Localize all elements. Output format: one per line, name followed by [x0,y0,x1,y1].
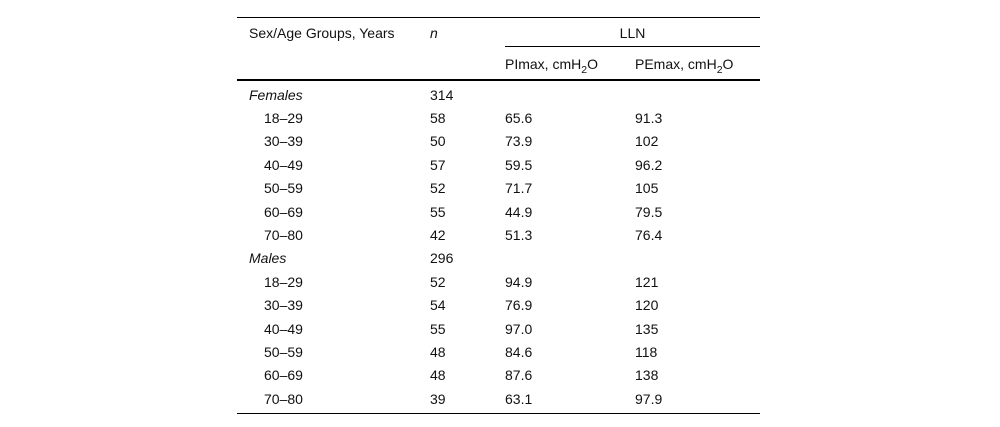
table-row: 50–59 48 84.6 118 [237,341,760,364]
cell-sex-age-group: 70–80 [264,226,303,243]
table-row: 60–69 55 44.9 79.5 [237,201,760,224]
cell-sex-age-group: 50–59 [264,180,303,197]
cell-n: 58 [430,109,446,126]
cell-n: 296 [430,250,454,267]
cell-sex-age-group: 30–39 [264,297,303,314]
cell-pimax: 44.9 [505,203,533,220]
cell-sex-age-group: 30–39 [264,133,303,150]
cell-pimax: 65.6 [505,109,533,126]
cell-pemax [635,247,760,270]
cell-n: 54 [430,297,446,314]
cell-pimax: 84.6 [505,343,533,360]
cell-pemax: 120 [635,297,659,314]
pemax-header-text: PEmax, cmH [635,55,717,72]
cell-n: 52 [430,273,446,290]
cell-n: 57 [430,156,446,173]
cell-pemax: 97.9 [635,390,663,407]
cell-pimax: 59.5 [505,156,533,173]
cell-n: 48 [430,367,446,384]
table-row: 50–59 52 71.7 105 [237,177,760,200]
cell-n: 55 [430,203,446,220]
col-header-sex-age-groups: Sex/Age Groups, Years [237,17,430,81]
table-row: Females 314 [237,80,760,107]
cell-sex-age-group: 40–49 [264,156,303,173]
table-row: 30–39 54 76.9 120 [237,294,760,317]
cell-sex-age-group: Females [249,86,303,103]
cell-sex-age-group: 40–49 [264,320,303,337]
pemax-header-suffix: O [722,55,734,72]
cell-pimax: 97.0 [505,320,533,337]
table-row: 18–29 52 94.9 121 [237,271,760,294]
cell-n: 50 [430,133,446,150]
cell-n: 52 [430,180,446,197]
pimax-header-suffix: O [587,55,598,72]
table-body: Females 314 18–29 58 65.6 91.3 30–39 50 73.9 102 4… [237,80,760,414]
table-row: 60–69 48 87.6 138 [237,364,760,387]
cell-sex-age-group: 18–29 [264,273,303,290]
cell-pemax: 102 [635,133,659,150]
cell-pemax: 105 [635,180,659,197]
cell-pemax: 91.3 [635,109,663,126]
table-row: 70–80 42 51.3 76.4 [237,224,760,247]
cell-pimax: 87.6 [505,367,533,384]
cell-pemax [635,80,760,107]
table-row: 30–39 50 73.9 102 [237,130,760,153]
cell-pimax: 73.9 [505,133,533,150]
cell-pemax: 96.2 [635,156,663,173]
cell-pimax: 71.7 [505,180,533,197]
table-header: Sex/Age Groups, Years n LLN PImax, cmH2O… [237,17,760,81]
cell-sex-age-group: 60–69 [264,367,303,384]
cell-sex-age-group: 60–69 [264,203,303,220]
cell-sex-age-group: 70–80 [264,390,303,407]
table-row: 40–49 55 97.0 135 [237,318,760,341]
cell-pimax: 94.9 [505,273,533,290]
col-header-lln-group: LLN [505,17,760,47]
header-row-sub: PImax, cmH2O PEmax, cmH2O [237,46,760,81]
cell-n: 55 [430,320,446,337]
cell-n: 48 [430,343,446,360]
cell-pimax: 76.9 [505,297,533,314]
col-header-pemax: PEmax, cmH2O [635,46,760,81]
cell-pimax [505,80,635,107]
cell-pemax: 135 [635,320,659,337]
lln-table: Sex/Age Groups, Years n LLN PImax, cmH2O… [237,17,760,415]
cell-pimax: 63.1 [505,390,533,407]
cell-sex-age-group: 50–59 [264,343,303,360]
cell-n: 42 [430,226,446,243]
cell-pemax: 79.5 [635,203,663,220]
pimax-subscript: 2 [581,63,588,76]
table-row: 70–80 39 63.1 97.9 [237,388,760,414]
cell-sex-age-group: Males [249,250,287,267]
header-row-top: Sex/Age Groups, Years n LLN [237,17,760,81]
cell-pemax: 76.4 [635,226,663,243]
pemax-subscript: 2 [716,63,723,76]
cell-n: 314 [430,86,454,103]
cell-sex-age-group: 18–29 [264,109,303,126]
cell-pimax [505,247,635,270]
pimax-header-text: PImax, cmH [505,55,582,72]
cell-pemax: 118 [635,343,658,360]
cell-n: 39 [430,390,446,407]
cell-pemax: 121 [635,273,659,290]
cell-pimax: 51.3 [505,226,533,243]
table-row: 18–29 58 65.6 91.3 [237,107,760,130]
table-row: 40–49 57 59.5 96.2 [237,154,760,177]
table-row: Males 296 [237,247,760,270]
col-header-n: n [430,17,505,81]
cell-pemax: 138 [635,367,659,384]
col-header-pimax: PImax, cmH2O [505,46,635,81]
lln-table-container: Sex/Age Groups, Years n LLN PImax, cmH2O… [237,17,760,415]
